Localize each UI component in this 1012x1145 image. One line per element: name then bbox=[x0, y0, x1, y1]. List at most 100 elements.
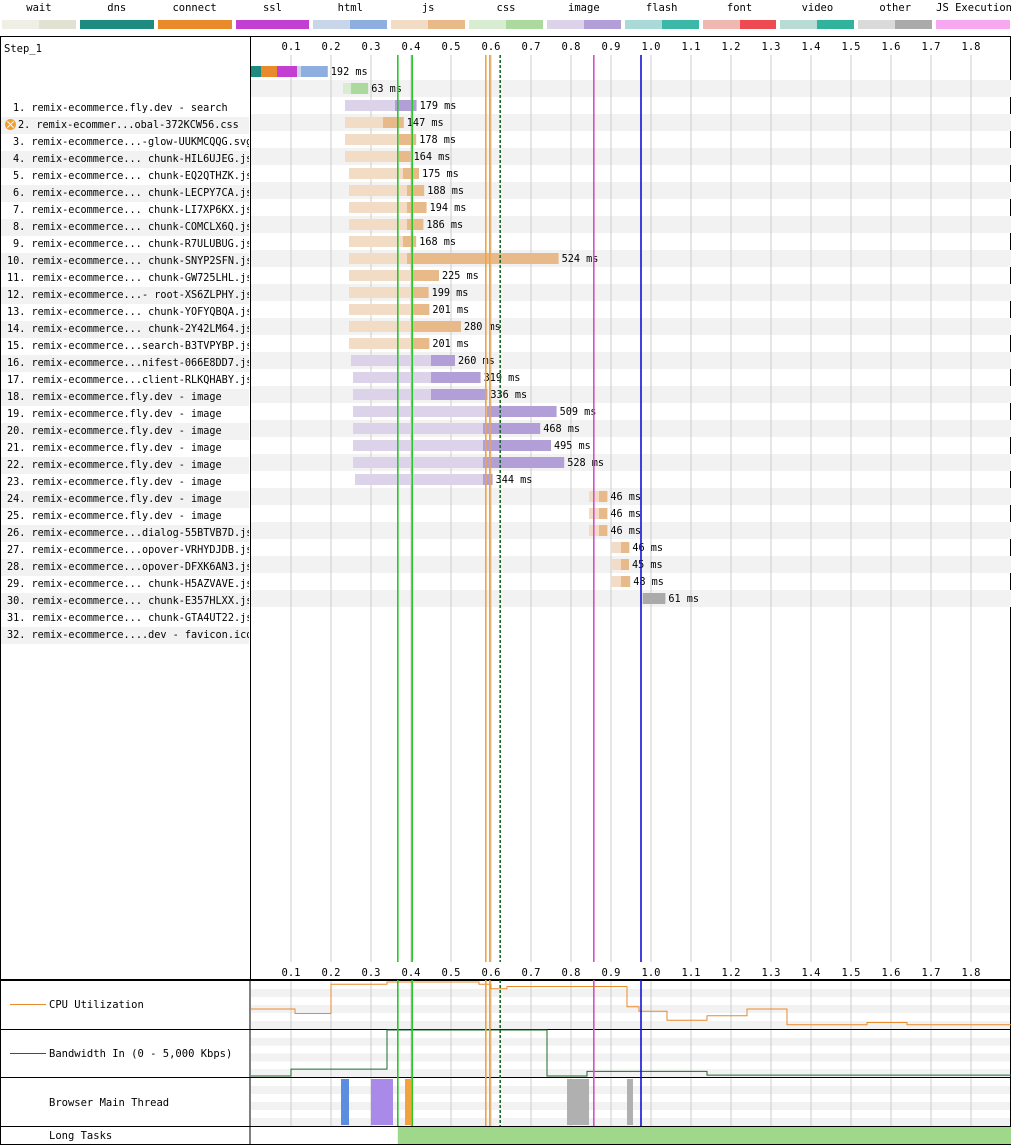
request-url: remix-ecommerce.fly.dev - image bbox=[31, 494, 222, 505]
row-stripe bbox=[251, 590, 1011, 607]
bar-wait-segment bbox=[345, 100, 395, 111]
legend-item: html bbox=[313, 0, 388, 34]
legend-item: wait bbox=[2, 0, 76, 34]
main-thread-activity bbox=[405, 1079, 411, 1125]
tick-label-bottom: 1.8 bbox=[962, 967, 981, 979]
request-label[interactable]: 23. remix-ecommerce.fly.dev - image bbox=[1, 474, 249, 491]
request-label[interactable]: 20. remix-ecommerce.fly.dev - image bbox=[1, 423, 249, 440]
request-label[interactable]: 9. remix-ecommerce... chunk-R7ULUBUG.js bbox=[1, 236, 249, 253]
bar-connect-segment bbox=[261, 66, 277, 77]
request-label[interactable]: 2. remix-ecommer...obal-372KCW56.css bbox=[1, 117, 249, 134]
bar-download-segment bbox=[399, 151, 411, 162]
request-label[interactable]: 25. remix-ecommerce.fly.dev - image bbox=[1, 508, 249, 525]
request-label[interactable]: 16. remix-ecommerce...nifest-066E8DD7.js bbox=[1, 355, 249, 372]
legend-item: font bbox=[702, 0, 777, 34]
request-url: remix-ecommerce... chunk-LECPY7CA.js bbox=[31, 188, 249, 199]
bottom-svg bbox=[249, 980, 1011, 1145]
request-bar: 45 ms bbox=[611, 559, 663, 571]
request-label[interactable]: 13. remix-ecommerce... chunk-YOFYQBQA.js bbox=[1, 304, 249, 321]
tick-label-top: 1.1 bbox=[682, 41, 701, 53]
bar-duration-label: 186 ms bbox=[426, 220, 463, 231]
request-label[interactable]: 31. remix-ecommerce... chunk-GTA4UT22.js bbox=[1, 610, 249, 627]
request-label[interactable]: 18. remix-ecommerce.fly.dev - image bbox=[1, 389, 249, 406]
tick-label-top: 1.7 bbox=[922, 41, 941, 53]
request-label[interactable]: 3. remix-ecommerce...-glow-UUKMCQQG.svg bbox=[1, 134, 249, 151]
legend-label: html bbox=[337, 2, 363, 14]
request-label[interactable]: 26. remix-ecommerce...dialog-55BTVB7D.js bbox=[1, 525, 249, 542]
bar-wait-segment bbox=[351, 355, 431, 366]
bar-download-segment bbox=[621, 576, 631, 587]
request-number: 21. bbox=[7, 443, 32, 454]
request-label[interactable]: 21. remix-ecommerce.fly.dev - image bbox=[1, 440, 249, 457]
request-number: 26. bbox=[7, 528, 32, 539]
tick-label-top: 0.2 bbox=[322, 41, 341, 53]
request-label[interactable]: 15. remix-ecommerce...search-B3TVPYBP.js bbox=[1, 338, 249, 355]
request-number: 31. bbox=[7, 613, 32, 624]
request-label[interactable]: 28. remix-ecommerce...opover-DFXK6AN3.js bbox=[1, 559, 249, 576]
bar-wait-segment bbox=[345, 134, 399, 145]
request-label[interactable]: 29. remix-ecommerce... chunk-H5AZVAVE.js bbox=[1, 576, 249, 593]
bar-download-segment bbox=[407, 253, 559, 264]
legend-label: dns bbox=[107, 2, 127, 14]
bar-download-segment bbox=[383, 117, 404, 128]
request-number: 18. bbox=[7, 392, 32, 403]
legend-label: wait bbox=[26, 2, 52, 14]
request-label[interactable]: 8. remix-ecommerce... chunk-COMCLX6Q.js bbox=[1, 219, 249, 236]
bandwidth-line bbox=[251, 1029, 1011, 1077]
main-thread-activity bbox=[341, 1079, 349, 1125]
bar-wait-segment bbox=[349, 321, 411, 332]
legend-label: image bbox=[568, 2, 600, 14]
legend-swatch bbox=[858, 20, 933, 29]
request-number: 6. bbox=[13, 188, 32, 199]
bar-duration-label: 46 ms bbox=[610, 509, 641, 520]
request-number: 28. bbox=[7, 562, 32, 573]
bar-wait-segment bbox=[345, 151, 399, 162]
request-label[interactable]: 1. remix-ecommerce.fly.dev - search bbox=[1, 100, 249, 117]
request-bar: 344 ms bbox=[355, 474, 532, 486]
request-label[interactable]: 32. remix-ecommerce....dev - favicon.ico bbox=[1, 627, 249, 644]
bar-duration-label: 524 ms bbox=[562, 254, 599, 265]
request-number: 12. bbox=[7, 290, 32, 301]
tick-label-top: 0.5 bbox=[442, 41, 461, 53]
bar-wait-segment bbox=[355, 474, 483, 485]
request-label[interactable]: 17. remix-ecommerce...client-RLKQHABY.js bbox=[1, 372, 249, 389]
bar-download-segment bbox=[483, 440, 551, 451]
bar-wait-segment bbox=[353, 423, 483, 434]
legend-swatch bbox=[469, 20, 543, 29]
request-label[interactable]: 11. remix-ecommerce... chunk-GW725LHL.js bbox=[1, 270, 249, 287]
request-label[interactable]: 30. remix-ecommerce... chunk-E357HLXX.js bbox=[1, 593, 249, 610]
bar-download-segment bbox=[407, 219, 424, 230]
request-url: remix-ecommerce... chunk-COMCLX6Q.js bbox=[31, 222, 249, 233]
request-label[interactable]: 5. remix-ecommerce... chunk-EQ2QTHZK.js bbox=[1, 168, 249, 185]
request-bar: 175 ms bbox=[349, 168, 459, 180]
request-label[interactable]: 7. remix-ecommerce... chunk-LI7XP6KX.js bbox=[1, 202, 249, 219]
request-label[interactable]: 22. remix-ecommerce.fly.dev - image bbox=[1, 457, 249, 474]
request-label[interactable]: 19. remix-ecommerce.fly.dev - image bbox=[1, 406, 249, 423]
request-label[interactable]: 6. remix-ecommerce... chunk-LECPY7CA.js bbox=[1, 185, 249, 202]
request-number: 19. bbox=[7, 409, 32, 420]
bar-download-segment bbox=[599, 508, 608, 519]
bar-duration-label: 260 ms bbox=[458, 356, 495, 367]
legend-label: font bbox=[726, 2, 753, 14]
bar-wait-segment bbox=[349, 219, 407, 230]
request-bar: 179 ms bbox=[345, 100, 456, 112]
request-label[interactable]: 27. remix-ecommerce...opover-VRHYDJDB.js bbox=[1, 542, 249, 559]
request-label[interactable]: 14. remix-ecommerce... chunk-2Y42LM64.js bbox=[1, 321, 249, 338]
legend-item: other bbox=[858, 0, 933, 34]
main-thread-activity bbox=[627, 1079, 633, 1125]
legend-swatch bbox=[624, 20, 699, 29]
request-url: remix-ecommerce... chunk-YOFYQBQA.js bbox=[31, 307, 249, 318]
tick-label-bottom: 0.5 bbox=[442, 967, 461, 979]
row-stripe bbox=[251, 182, 1011, 199]
request-label[interactable]: 10. remix-ecommerce... chunk-SNYP2SFN.js bbox=[1, 253, 249, 270]
request-url: remix-ecommerce... chunk-LI7XP6KX.js bbox=[31, 205, 249, 216]
tick-label-top: 1.3 bbox=[762, 41, 781, 53]
request-label-column: Step_1 1. remix-ecommerce.fly.dev - sear… bbox=[1, 37, 251, 979]
request-label[interactable]: 24. remix-ecommerce.fly.dev - image bbox=[1, 491, 249, 508]
request-url: remix-ecommerce.fly.dev - image bbox=[31, 443, 222, 454]
request-label[interactable]: 4. remix-ecommerce... chunk-HIL6UJEG.js bbox=[1, 151, 249, 168]
bar-wait-segment bbox=[343, 83, 351, 94]
request-label[interactable]: 12. remix-ecommerce...- root-XS6ZLPHY.js bbox=[1, 287, 249, 304]
legend-item: css bbox=[469, 0, 543, 34]
tick-label-top: 0.8 bbox=[562, 41, 581, 53]
